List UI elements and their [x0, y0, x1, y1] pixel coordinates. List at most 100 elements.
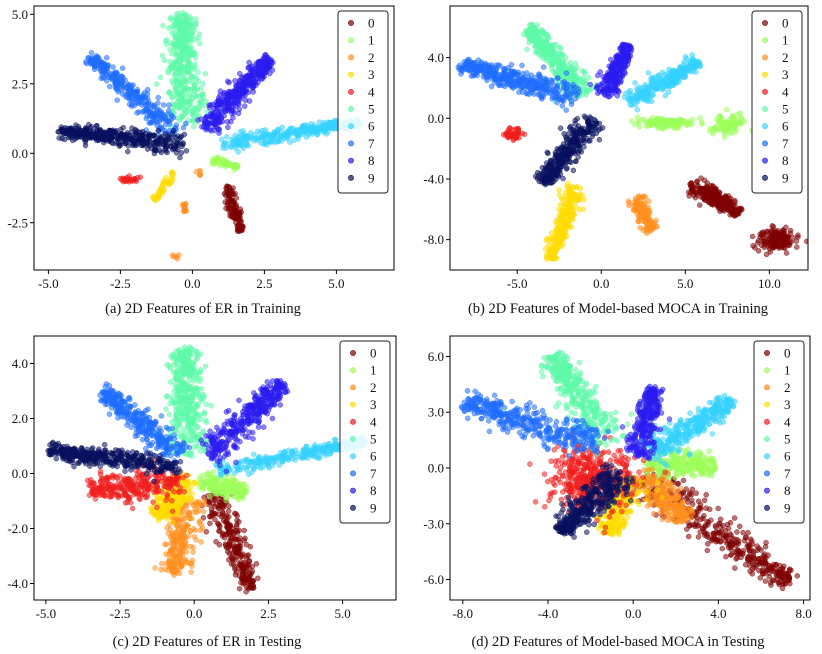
- point: [130, 82, 136, 88]
- point: [254, 128, 261, 135]
- point: [178, 81, 184, 88]
- point: [162, 137, 169, 143]
- point: [653, 119, 659, 125]
- point: [694, 179, 700, 185]
- point: [183, 13, 190, 19]
- point: [567, 84, 574, 91]
- point: [544, 256, 550, 262]
- point: [155, 100, 161, 106]
- y-tick-label: 0.0: [12, 146, 28, 161]
- legend-label: 6: [368, 119, 375, 134]
- point: [530, 79, 536, 86]
- point: [224, 134, 230, 140]
- point: [228, 205, 235, 212]
- point: [721, 134, 728, 140]
- point: [702, 193, 709, 200]
- point: [562, 218, 568, 225]
- point: [543, 90, 549, 96]
- point: [576, 142, 582, 149]
- point: [149, 146, 156, 152]
- point: [552, 69, 559, 76]
- point: [171, 143, 177, 149]
- legend-marker: [762, 106, 768, 112]
- point: [574, 184, 580, 191]
- point: [655, 125, 661, 132]
- point: [174, 78, 180, 85]
- point: [637, 224, 643, 231]
- point: [300, 127, 307, 133]
- point: [291, 137, 297, 144]
- point: [473, 70, 479, 77]
- point: [275, 126, 281, 133]
- point: [280, 132, 287, 138]
- point: [236, 101, 242, 108]
- point: [557, 125, 564, 131]
- point: [173, 88, 179, 95]
- point: [322, 121, 328, 128]
- point: [550, 252, 557, 259]
- point: [680, 120, 686, 127]
- point: [88, 123, 95, 130]
- point: [211, 127, 218, 134]
- point: [170, 114, 177, 121]
- point: [190, 123, 197, 130]
- point: [193, 93, 199, 100]
- point: [767, 249, 774, 255]
- point: [59, 135, 65, 142]
- point: [544, 164, 551, 171]
- point: [219, 161, 226, 167]
- point: [560, 79, 566, 86]
- cluster-class-1: [699, 106, 755, 140]
- point: [632, 80, 638, 86]
- point: [561, 147, 568, 153]
- point: [564, 183, 570, 190]
- point: [129, 136, 136, 142]
- point: [641, 206, 647, 212]
- point: [648, 82, 654, 89]
- point: [732, 129, 739, 135]
- point: [560, 84, 567, 90]
- point: [259, 127, 266, 134]
- point: [770, 244, 776, 250]
- point: [232, 132, 239, 139]
- point: [194, 86, 200, 93]
- point: [186, 31, 192, 37]
- legend-label: 6: [782, 119, 789, 134]
- point: [129, 125, 135, 131]
- point: [563, 224, 570, 230]
- point: [180, 140, 186, 146]
- point: [547, 234, 554, 241]
- point: [642, 213, 648, 219]
- point: [112, 75, 119, 82]
- point: [93, 123, 100, 129]
- point: [222, 99, 228, 105]
- point: [570, 190, 577, 197]
- point: [538, 39, 544, 45]
- point: [574, 115, 581, 122]
- point: [472, 59, 479, 66]
- point: [242, 133, 248, 140]
- point: [261, 69, 268, 76]
- point: [755, 248, 762, 254]
- point: [129, 97, 135, 104]
- point: [157, 74, 164, 81]
- point: [572, 197, 578, 204]
- cluster-class-0: [749, 223, 808, 258]
- point: [182, 40, 188, 46]
- x-tick-label: 5.0: [677, 276, 693, 291]
- point: [171, 138, 177, 144]
- point: [804, 238, 808, 245]
- x-tick-label: 5.0: [328, 276, 344, 291]
- point: [285, 134, 291, 140]
- legend-label: 2: [368, 50, 375, 65]
- point: [167, 121, 173, 127]
- point: [579, 68, 586, 74]
- point: [226, 79, 232, 86]
- point: [134, 110, 140, 116]
- cluster-class-3: [542, 180, 587, 262]
- point: [241, 78, 248, 85]
- point: [543, 57, 550, 64]
- legend-label: 5: [782, 102, 789, 117]
